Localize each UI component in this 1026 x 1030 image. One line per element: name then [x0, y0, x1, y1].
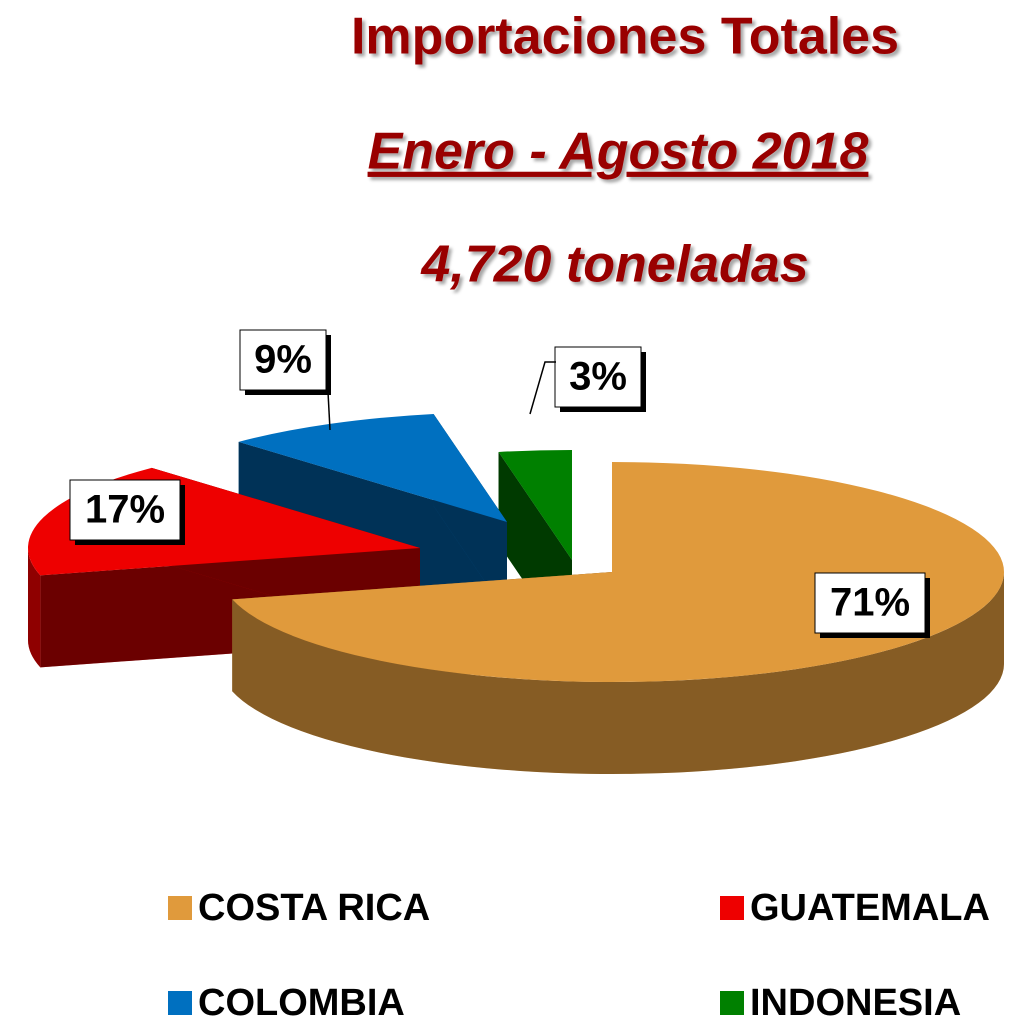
data-label: 3% [569, 355, 627, 399]
legend-swatch [720, 991, 744, 1015]
legend-label: COLOMBIA [198, 982, 405, 1024]
data-label: 9% [254, 338, 312, 382]
slice-side [28, 548, 41, 668]
data-label: 17% [85, 488, 165, 532]
labels: 3% 9% 17% 71% [69, 329, 930, 638]
legend-label: GUATEMALA [750, 887, 990, 929]
data-label: 71% [830, 581, 910, 625]
legend-label: COSTA RICA [198, 887, 430, 929]
slice-side-shade [28, 548, 41, 668]
slice-side-shade [232, 572, 1004, 774]
chart-title: Importaciones Totales [351, 8, 899, 66]
annotation: 4,720 toneladas [420, 236, 808, 294]
legend-label: INDONESIA [750, 982, 961, 1024]
slice-side-shade [238, 441, 507, 614]
pie [28, 413, 1004, 774]
slice [498, 450, 572, 560]
slice-side [232, 572, 1004, 774]
slice [238, 413, 507, 522]
label-box [239, 329, 327, 391]
legend-swatch [168, 991, 192, 1015]
legend-swatch [168, 896, 192, 920]
chart-subtitle: Enero - Agosto 2018 [368, 123, 869, 181]
legend: COSTA RICA GUATEMALA COLOMBIA INDONESIA [168, 887, 990, 1024]
leader-line [327, 391, 331, 431]
label-box [814, 572, 926, 634]
legend-swatch [720, 896, 744, 920]
leader-line [529, 361, 556, 415]
label-box [554, 346, 642, 408]
label-box [69, 479, 181, 541]
slice [232, 462, 1004, 682]
